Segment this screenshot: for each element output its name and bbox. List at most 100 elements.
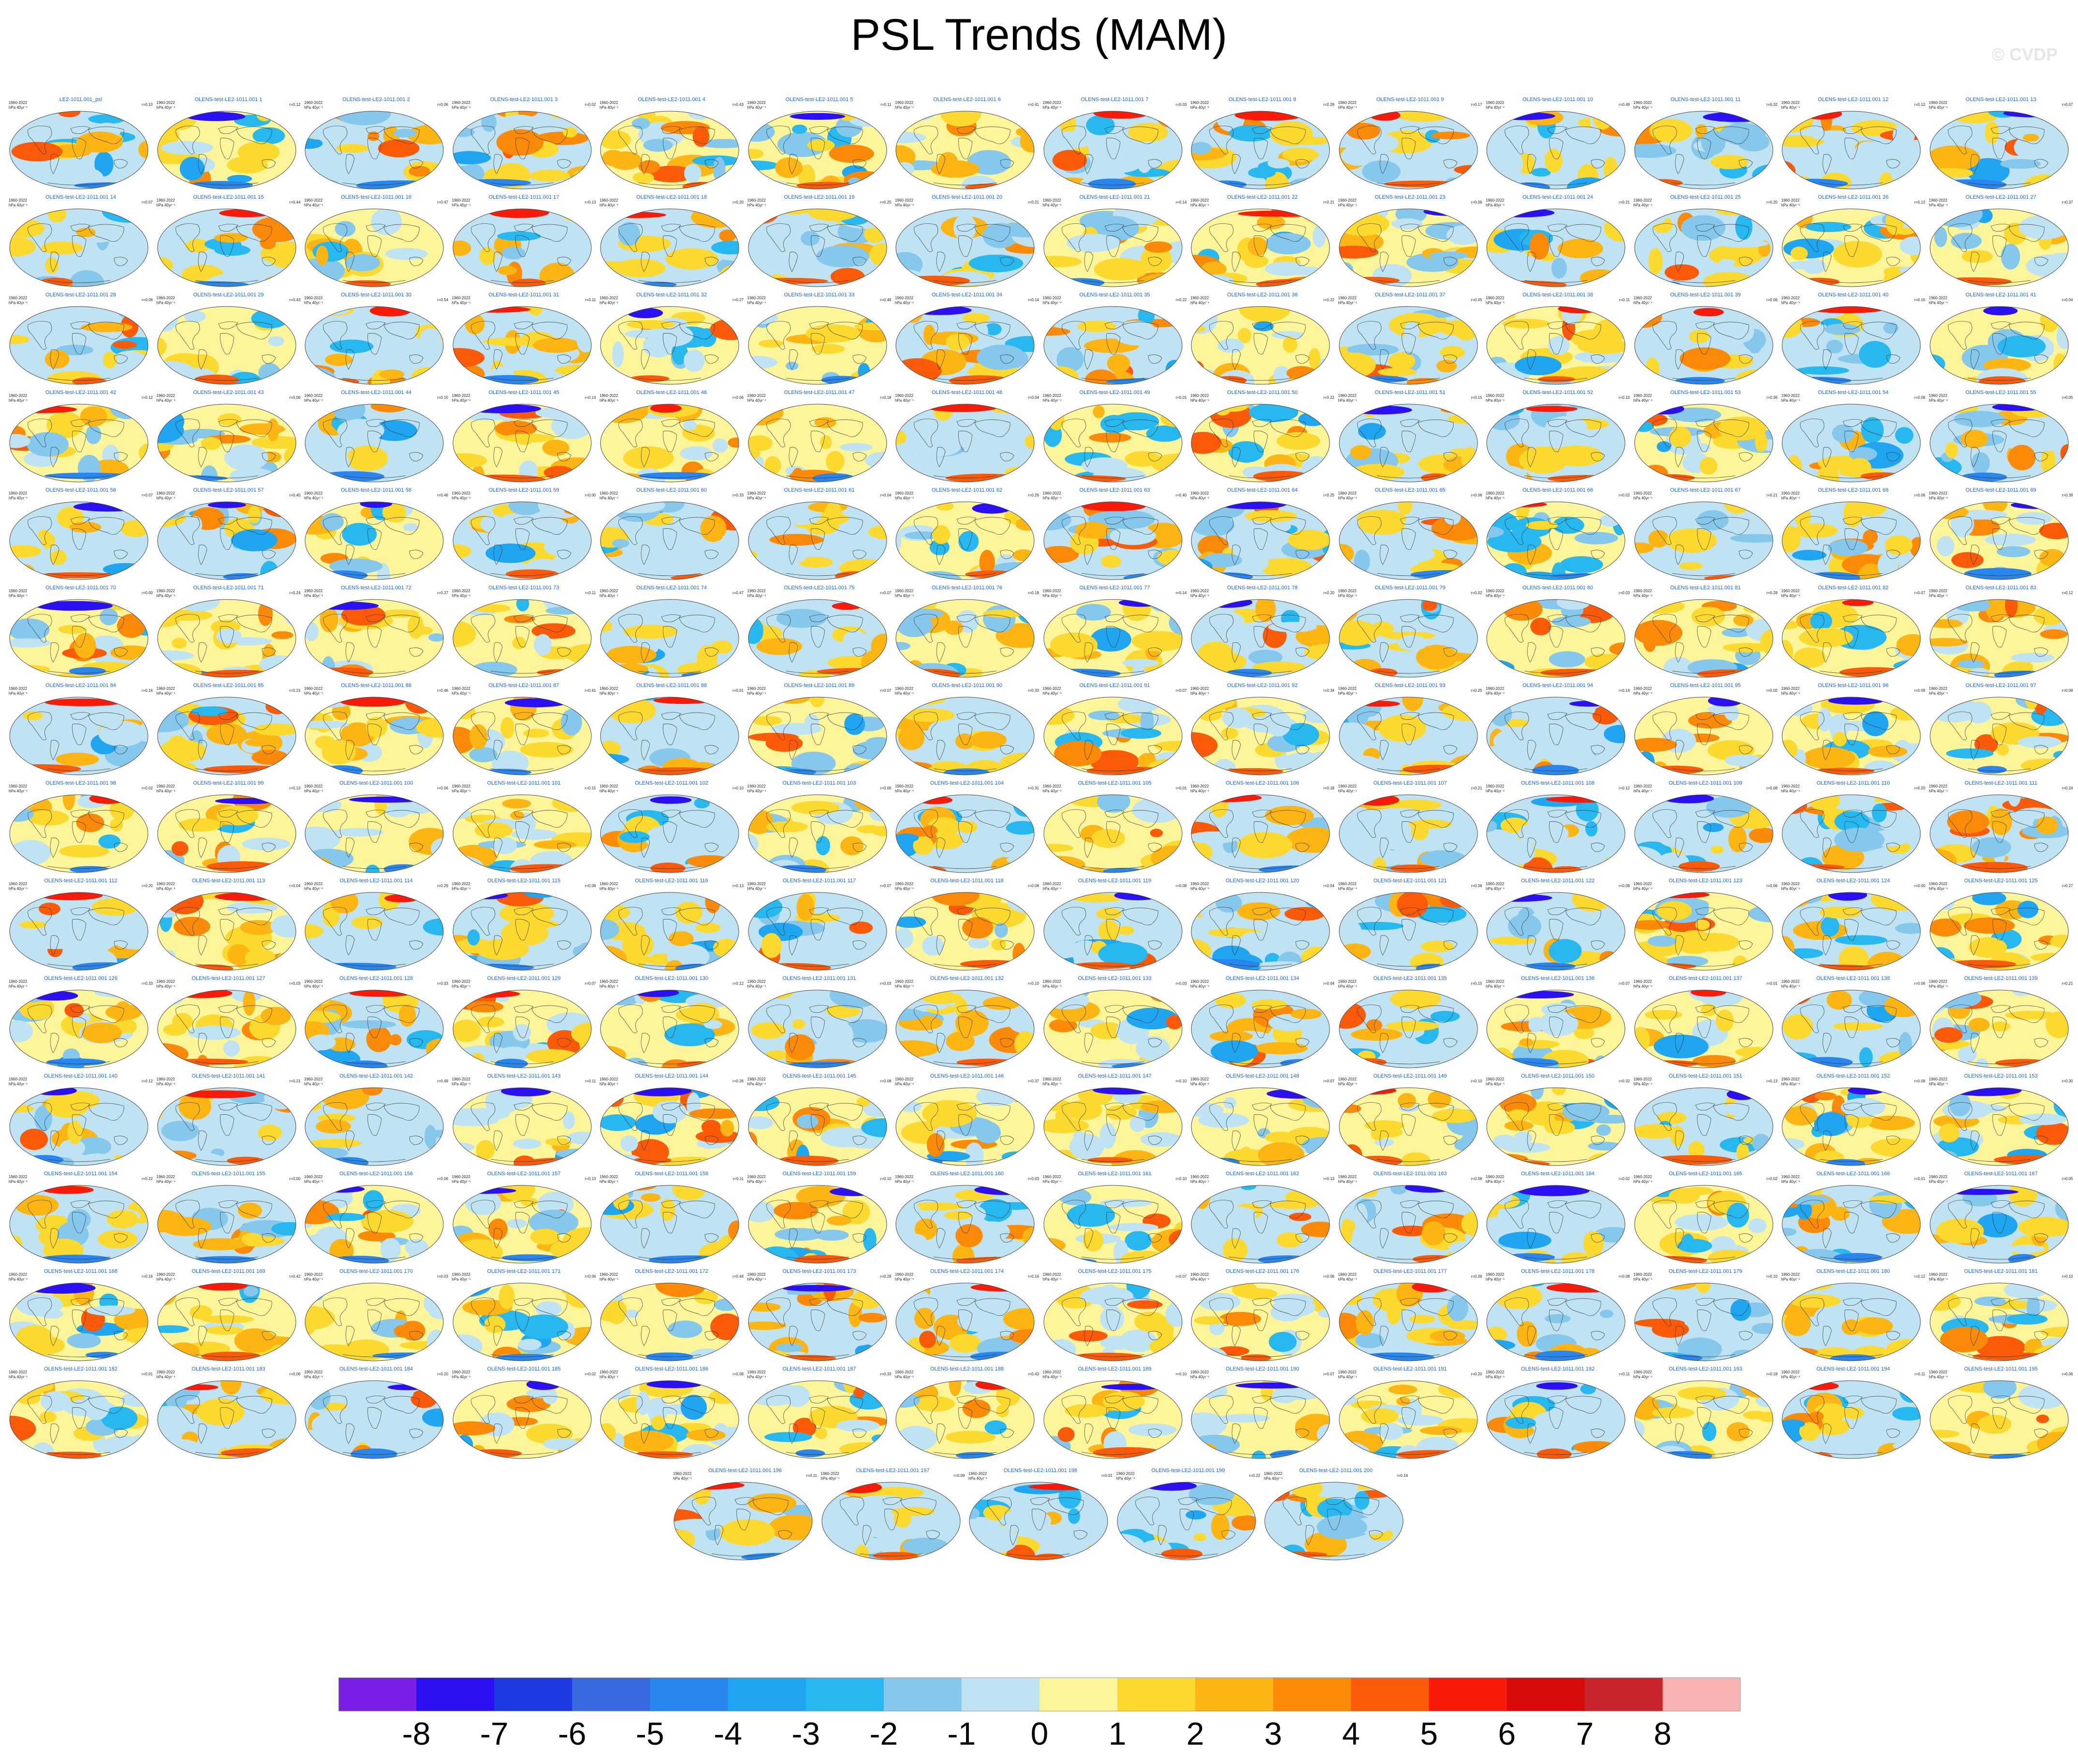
panel-title: OLENS-test-LE2-1011.001 170: [339, 1268, 413, 1274]
panel-period-units: 1960-2022 hPa 40yr⁻¹: [304, 784, 323, 794]
panel-period: 1960-2022: [304, 198, 323, 203]
trend-map-panel: OLENS-test-LE2-1011.001 43 1960-2022 hPa 4…: [156, 390, 302, 482]
panel-pattern-correlation: r=0.08: [1766, 786, 1778, 790]
trend-map: [157, 794, 296, 873]
panel-period-units: 1960-2022 hPa 40yr⁻¹: [1338, 101, 1357, 110]
trend-map-panel: OLENS-test-LE2-1011.001 102 1960-2022 hPa …: [599, 780, 745, 873]
trend-map-panel: OLENS-test-LE2-1011.001 116 1960-2022 hPa …: [599, 878, 745, 971]
trend-map: [895, 794, 1035, 873]
panel-period-units: 1960-2022 hPa 40yr⁻¹: [1486, 101, 1505, 110]
panel-pattern-correlation: r=0.14: [585, 395, 596, 400]
trend-map-panel: OLENS-test-LE2-1011.001 132 1960-2022 hPa …: [894, 976, 1040, 1068]
panel-units: hPa 40yr⁻¹: [1633, 887, 1653, 891]
colorbar-swatch: [1507, 1677, 1585, 1711]
panel-period: 1960-2022: [1190, 589, 1209, 593]
panel-pattern-correlation: r=0.10: [1175, 1079, 1187, 1083]
panel-title: OLENS-test-LE2-1011.001 60: [636, 487, 707, 493]
panel-period-units: 1960-2022 hPa 40yr⁻¹: [9, 589, 28, 598]
panel-period-units: 1960-2022 hPa 40yr⁻¹: [304, 491, 323, 501]
panel-title: OLENS-test-LE2-1011.001 75: [784, 585, 855, 591]
panel-period-units: 1960-2022 hPa 40yr⁻¹: [157, 686, 176, 696]
trend-map: [1782, 697, 1921, 775]
panel-period: 1960-2022: [1781, 394, 1800, 398]
panel-units: hPa 40yr⁻¹: [1633, 301, 1653, 305]
panel-period-units: 1960-2022 hPa 40yr⁻¹: [1634, 491, 1653, 501]
panel-period-units: 1960-2022 hPa 40yr⁻¹: [1043, 589, 1062, 598]
trend-map-panel: OLENS-test-LE2-1011.001 168 1960-2022 hPa …: [8, 1268, 154, 1361]
panel-period: 1960-2022: [1486, 979, 1505, 984]
panel-period-units: 1960-2022 hPa 40yr⁻¹: [452, 198, 471, 208]
panel-period: 1960-2022: [1781, 589, 1800, 593]
trend-map: [895, 404, 1035, 482]
trend-map-panel: OLENS-test-LE2-1011.001 134 1960-2022 hPa …: [1189, 976, 1335, 1068]
panel-period-units: 1960-2022 hPa 40yr⁻¹: [1781, 882, 1800, 891]
panel-pattern-correlation: r=0.22: [1249, 1473, 1260, 1478]
trend-map: [1782, 1087, 1921, 1166]
panel-title: OLENS-test-LE2-1011.001 151: [1668, 1073, 1742, 1079]
panel-period: 1960-2022: [1486, 882, 1505, 886]
panel-period: 1960-2022: [9, 1272, 28, 1277]
panel-period: 1960-2022: [452, 1370, 470, 1374]
panel-units: hPa 40yr⁻¹: [895, 691, 914, 696]
panel-units: hPa 40yr⁻¹: [747, 1375, 766, 1379]
panel-units: hPa 40yr⁻¹: [747, 105, 766, 110]
trend-map: [748, 794, 887, 873]
panel-period: 1960-2022: [1633, 296, 1652, 300]
panel-pattern-correlation: r=0.10: [1028, 981, 1039, 986]
panel-period: 1960-2022: [1042, 686, 1061, 691]
panel-period-units: 1960-2022 hPa 40yr⁻¹: [304, 101, 323, 110]
panel-period: 1960-2022: [820, 1472, 839, 1476]
panel-title: OLENS-test-LE2-1011.001 188: [930, 1366, 1004, 1372]
trend-map: [1930, 501, 2068, 580]
trend-map: [600, 1087, 739, 1166]
panel-period-units: 1960-2022 hPa 40yr⁻¹: [1781, 296, 1800, 306]
panel-title: OLENS-test-LE2-1011.001 16: [341, 194, 411, 200]
panel-title: OLENS-test-LE2-1011.001 6: [933, 97, 1001, 102]
panel-pattern-correlation: r=0.37: [1028, 1079, 1039, 1083]
panel-units: hPa 40yr⁻¹: [1486, 105, 1505, 110]
panel-title: OLENS-test-LE2-1011.001 50: [1227, 390, 1298, 395]
panel-period: 1960-2022: [1929, 882, 1947, 886]
panel-period-units: 1960-2022 hPa 40yr⁻¹: [1190, 1077, 1209, 1087]
trend-map: [748, 1283, 887, 1361]
panel-title: OLENS-test-LE2-1011.001 79: [1375, 585, 1446, 591]
panel-units: hPa 40yr⁻¹: [1486, 1082, 1505, 1086]
panel-pattern-correlation: r=0.25: [1471, 688, 1482, 693]
panel-pattern-correlation: r=0.01: [732, 688, 744, 693]
panel-pattern-correlation: r=0.10: [732, 786, 744, 790]
panel-period-units: 1960-2022 hPa 40yr⁻¹: [968, 1472, 987, 1481]
trend-map: [1339, 697, 1478, 775]
panel-period: 1960-2022: [1486, 1272, 1505, 1277]
trend-map-panel: OLENS-test-LE2-1011.001 28 1960-2022 hPa 4…: [8, 292, 154, 385]
trend-map-panel: OLENS-test-LE2-1011.001 157 1960-2022 hPa …: [451, 1171, 597, 1264]
panel-period-units: 1960-2022 hPa 40yr⁻¹: [9, 198, 28, 208]
panel-title: OLENS-test-LE2-1011.001 159: [782, 1171, 856, 1177]
trend-map-panel: OLENS-test-LE2-1011.001 49 1960-2022 hPa 4…: [1042, 390, 1188, 482]
panel-pattern-correlation: r=0.11: [732, 1177, 744, 1181]
trend-map: [748, 404, 887, 482]
panel-pattern-correlation: r=0.14: [1397, 1473, 1408, 1478]
panel-units: hPa 40yr⁻¹: [1633, 1375, 1653, 1379]
panel-units: hPa 40yr⁻¹: [1190, 203, 1209, 207]
panel-pattern-correlation: r=0.06: [1914, 981, 1925, 986]
panel-units: hPa 40yr⁻¹: [895, 1082, 914, 1086]
panel-title: OLENS-test-LE2-1011.001 80: [1522, 585, 1593, 591]
panel-period-units: 1960-2022 hPa 40yr⁻¹: [452, 979, 471, 989]
trend-map: [1339, 1185, 1478, 1264]
trend-map-panel: OLENS-test-LE2-1011.001 33 1960-2022 hPa 4…: [746, 292, 893, 385]
panel-title: OLENS-test-LE2-1011.001 28: [45, 292, 116, 298]
colorbar-swatch: [805, 1677, 884, 1711]
panel-units: hPa 40yr⁻¹: [1486, 398, 1505, 403]
panel-units: hPa 40yr⁻¹: [1781, 789, 1800, 793]
panel-units: hPa 40yr⁻¹: [452, 984, 471, 989]
trend-map: [1339, 892, 1478, 971]
panel-units: hPa 40yr⁻¹: [1486, 496, 1505, 500]
panel-period-units: 1960-2022 hPa 40yr⁻¹: [1781, 491, 1800, 501]
panel-title: OLENS-test-LE2-1011.001 23: [1375, 194, 1446, 200]
panel-pattern-correlation: r=0.20: [437, 1372, 448, 1376]
trend-map-panel: OLENS-test-LE2-1011.001 191 1960-2022 hPa …: [1337, 1366, 1483, 1459]
trend-map: [600, 697, 739, 775]
panel-units: hPa 40yr⁻¹: [304, 1375, 323, 1379]
panel-units: hPa 40yr⁻¹: [156, 691, 176, 696]
trend-map: [1486, 404, 1625, 482]
